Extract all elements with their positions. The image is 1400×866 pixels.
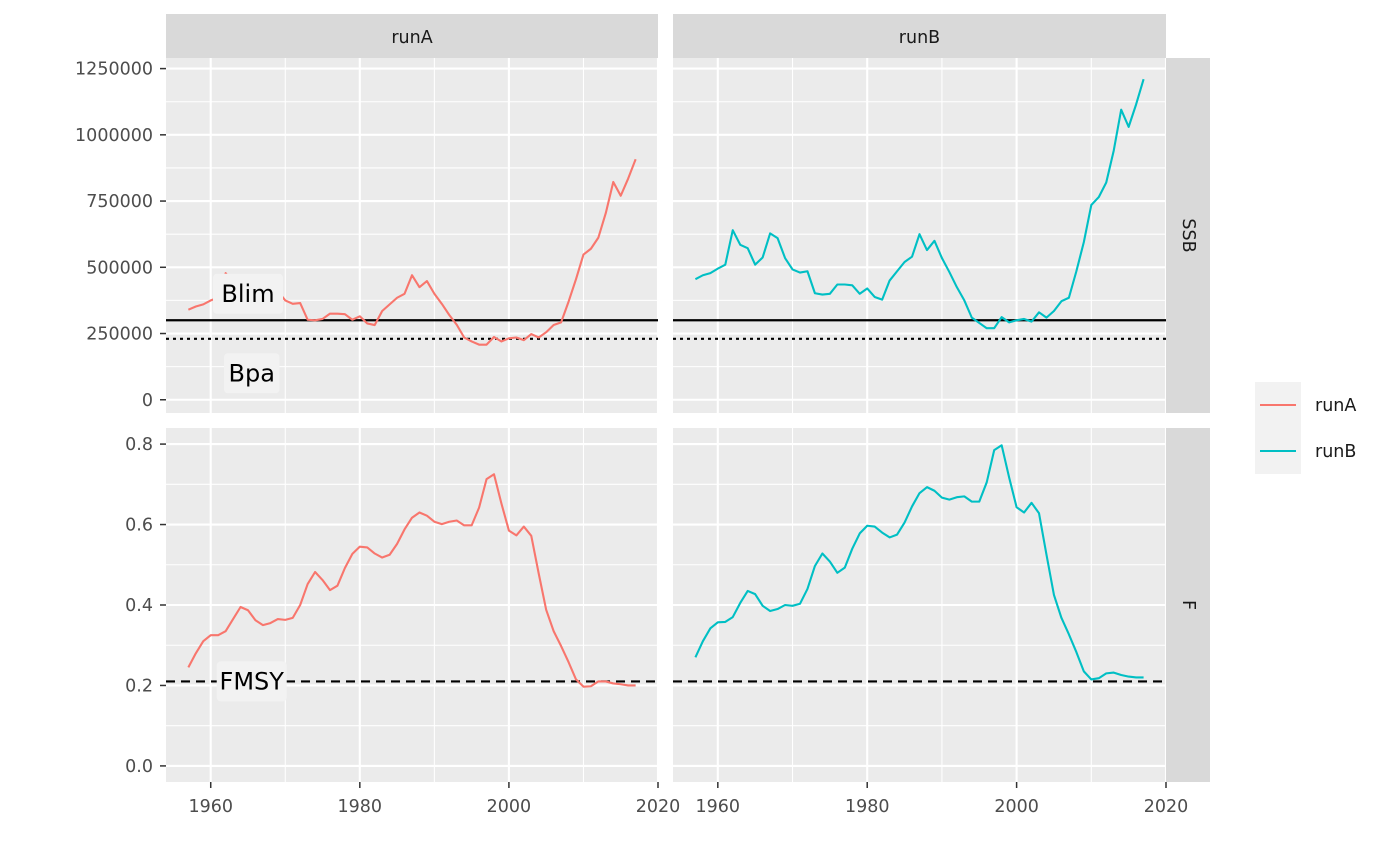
x-tick-label-runa: 2000 <box>487 797 532 817</box>
facet-strip-runa-label: runA <box>391 28 432 48</box>
facet-strip-f: F <box>1166 428 1210 782</box>
panel-runb-ssb <box>673 58 1168 413</box>
facet-strip-ssb: SSB <box>1166 58 1210 413</box>
y-tick-label-f: 0.6 <box>125 516 153 536</box>
x-tick-label-runa: 2020 <box>636 797 681 817</box>
reference-labels-layer: Blim Bpa FMSY <box>213 273 287 702</box>
legend-label-runb: runB <box>1315 442 1356 462</box>
y-tick-label-f: 0.8 <box>125 435 153 455</box>
reference-label-fmsy-background <box>216 661 287 702</box>
series-line-runb-ssb <box>694 78 1145 330</box>
x-tick-label-runb: 2020 <box>1144 797 1189 817</box>
facet-strip-runa-background <box>166 14 658 58</box>
panels-layer <box>166 58 1168 782</box>
reference-label-blim-background <box>213 273 283 314</box>
panel-runa-f <box>166 428 660 782</box>
x-tick-label-runb: 1980 <box>845 797 890 817</box>
series-line-runa-f <box>187 473 636 688</box>
facet-strip-f-label: F <box>1178 600 1198 610</box>
facet-strip-ssb-background <box>1166 58 1210 413</box>
legend-keys-background <box>1255 382 1301 474</box>
y-tick-label-f: 0.4 <box>125 596 153 616</box>
y-tick-label-ssb: 1000000 <box>75 126 153 146</box>
y-tick-label-ssb: 750000 <box>86 192 153 212</box>
reference-label-bpa-background <box>223 353 280 394</box>
reference-label-bpa: Bpa <box>229 359 275 387</box>
x-tick-label-runa: 1980 <box>338 797 383 817</box>
reference-label-blim: Blim <box>221 280 274 308</box>
y-tick-label-ssb: 250000 <box>86 325 153 345</box>
facet-strip-runb-background <box>673 14 1166 58</box>
series-line-runb-f <box>694 444 1144 681</box>
facet-strip-runa: runA <box>166 14 658 58</box>
y-tick-label-f: 0.2 <box>125 676 153 696</box>
facet-strip-f-background <box>1166 428 1210 782</box>
y-tick-label-ssb: 500000 <box>86 258 153 278</box>
panel-runb-f <box>673 428 1168 782</box>
x-tick-label-runb: 2000 <box>994 797 1039 817</box>
axes-layer: 0 250000 500000 750000 1000000 1250000 0.0 0.2 0… <box>75 60 1188 817</box>
legend-label-runa: runA <box>1315 396 1356 416</box>
facet-strip-runb: runB <box>673 14 1166 58</box>
legend: runA runB <box>1255 382 1356 474</box>
x-tick-label-runb: 1960 <box>696 797 741 817</box>
x-tick-label-runa: 1960 <box>188 797 233 817</box>
y-tick-label-f: 0.0 <box>125 757 153 777</box>
y-tick-label-ssb: 0 <box>142 391 153 411</box>
reference-label-fmsy: FMSY <box>220 667 285 695</box>
facet-strip-ssb-label: SSB <box>1178 218 1198 252</box>
facet-strip-runb-label: runB <box>899 28 940 48</box>
y-tick-label-ssb: 1250000 <box>75 60 153 80</box>
